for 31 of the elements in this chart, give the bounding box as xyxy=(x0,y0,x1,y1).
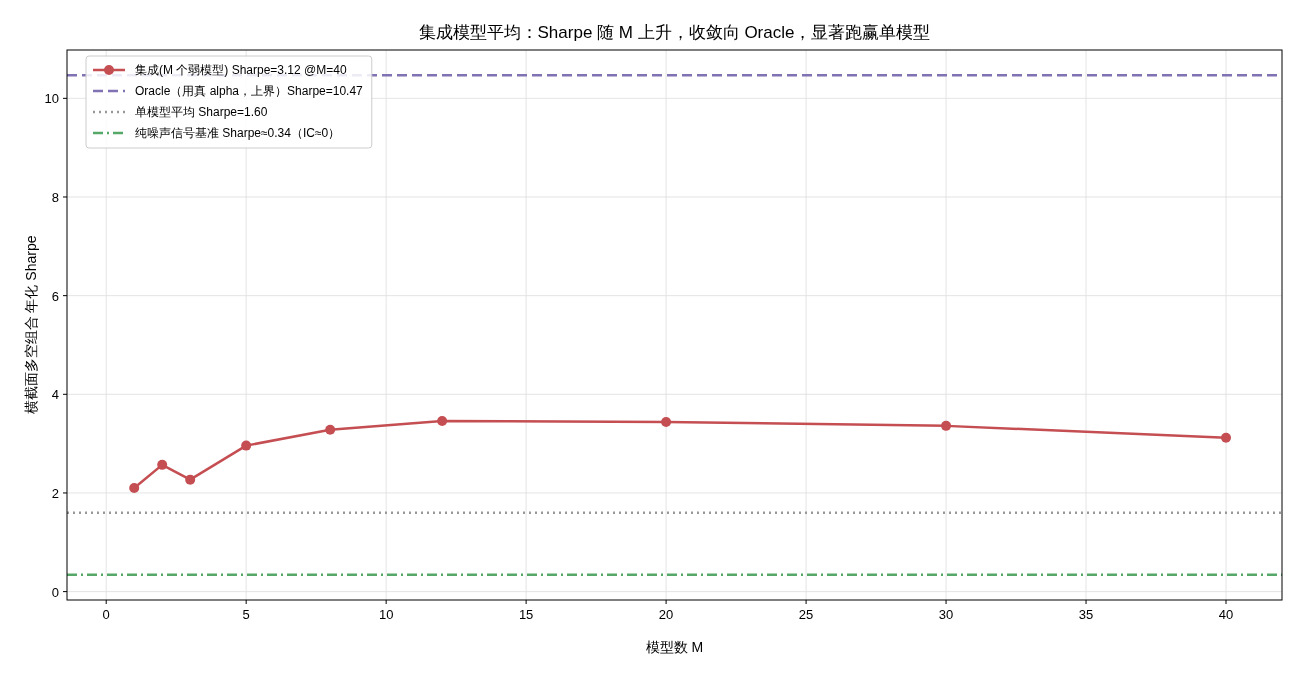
legend-label: Oracle（用真 alpha，上界）Sharpe=10.47 xyxy=(135,84,364,98)
y-tick-label: 10 xyxy=(44,91,59,107)
x-tick-label: 15 xyxy=(518,607,534,622)
y-tick-label: 0 xyxy=(51,584,59,600)
point xyxy=(157,459,168,470)
x-tick-label: 5 xyxy=(242,607,250,622)
legend-label: 纯噪声信号基准 Sharpe≈0.34（IC≈0） xyxy=(135,126,341,140)
point xyxy=(185,474,196,485)
point xyxy=(437,415,448,426)
x-tick-label: 30 xyxy=(938,607,954,622)
y-tick-label: 6 xyxy=(51,288,59,304)
point xyxy=(1221,432,1232,443)
x-tick-label: 25 xyxy=(798,607,814,622)
point xyxy=(129,483,140,494)
y-axis-title: 横截面多空组合 年化 Sharpe xyxy=(23,235,39,415)
point xyxy=(661,416,672,427)
legend-label: 集成(M 个弱模型) Sharpe=3.12 @M=40 xyxy=(135,63,347,77)
point xyxy=(241,440,252,451)
x-tick-label: 10 xyxy=(378,607,394,622)
point xyxy=(941,420,952,431)
x-tick-label: 20 xyxy=(658,607,674,622)
y-tick-label: 4 xyxy=(51,387,59,403)
x-tick-label: 35 xyxy=(1078,607,1094,622)
point xyxy=(325,424,336,435)
legend-label: 单模型平均 Sharpe=1.60 xyxy=(135,105,268,119)
chart-title: 集成模型平均：Sharpe 随 M 上升，收敛向 Oracle，显著跑赢单模型 xyxy=(418,23,931,42)
y-tick-label: 8 xyxy=(51,190,59,205)
x-tick-label: 40 xyxy=(1218,607,1234,622)
x-axis-title: 模型数 M xyxy=(645,639,704,655)
x-tick-label: 0 xyxy=(102,607,110,622)
y-tick-label: 2 xyxy=(51,485,59,501)
